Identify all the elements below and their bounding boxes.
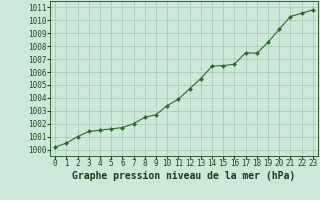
X-axis label: Graphe pression niveau de la mer (hPa): Graphe pression niveau de la mer (hPa) bbox=[72, 171, 296, 181]
